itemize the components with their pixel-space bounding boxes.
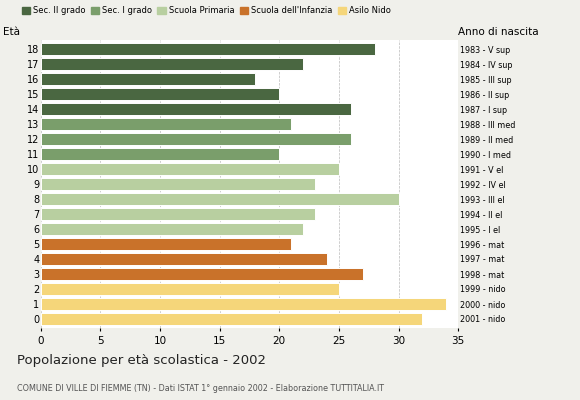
Bar	[41, 268, 362, 280]
Text: Età: Età	[3, 27, 20, 37]
Bar	[41, 148, 279, 160]
Bar	[41, 103, 351, 115]
Bar	[41, 133, 351, 145]
Legend: Sec. II grado, Sec. I grado, Scuola Primaria, Scuola dell'Infanzia, Asilo Nido: Sec. II grado, Sec. I grado, Scuola Prim…	[21, 6, 392, 15]
Bar	[41, 193, 398, 205]
Bar	[41, 88, 279, 100]
Bar	[41, 73, 255, 85]
Bar	[41, 178, 315, 190]
Bar	[41, 253, 327, 265]
Text: COMUNE DI VILLE DI FIEMME (TN) - Dati ISTAT 1° gennaio 2002 - Elaborazione TUTTI: COMUNE DI VILLE DI FIEMME (TN) - Dati IS…	[17, 384, 385, 393]
Bar	[41, 118, 291, 130]
Bar	[41, 298, 446, 310]
Bar	[41, 58, 303, 70]
Bar	[41, 238, 291, 250]
Bar	[41, 163, 339, 175]
Bar	[41, 283, 339, 295]
Bar	[41, 208, 315, 220]
Bar	[41, 223, 303, 235]
Text: Popolazione per età scolastica - 2002: Popolazione per età scolastica - 2002	[17, 354, 266, 367]
Bar	[41, 313, 422, 325]
Bar	[41, 43, 375, 55]
Text: Anno di nascita: Anno di nascita	[458, 27, 539, 37]
